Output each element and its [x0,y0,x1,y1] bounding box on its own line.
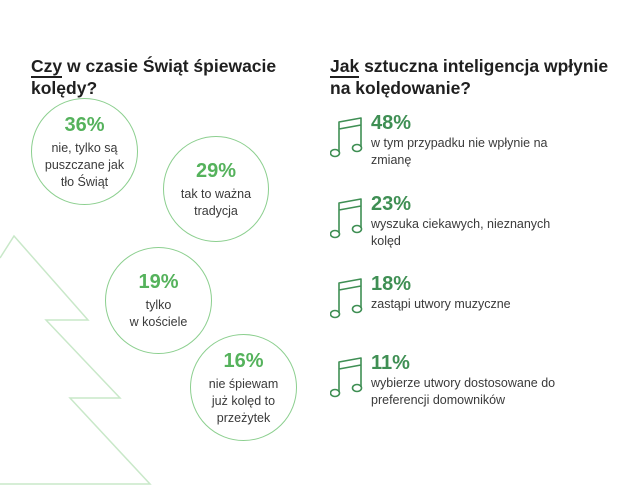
left-question-first-word: Czy [31,56,63,78]
stat-percent: 18% [371,273,412,295]
stat-label: wybierze utwory dostosowane do preferenc… [371,376,556,407]
music-note-icon [330,357,363,398]
answer-percent: 19% [138,271,179,293]
answer-label: nie, tylko są puszczane jak tło Świąt [44,140,125,189]
music-note-icon [330,117,363,158]
answer-circle: 29% tak to ważna tradycja [163,136,269,242]
stat-label: w tym przypadku nie wpłynie na zmianę [371,136,548,167]
answer-label: tak to ważna tradycja [180,186,252,218]
stat-item: 18% zastąpi utwory muzyczne [330,273,600,333]
answer-percent: 36% [64,113,105,136]
right-question-first-word: Jak [330,56,360,78]
answer-percent: 16% [223,349,264,372]
stat-percent: 48% [371,112,412,134]
stat-item: 48% w tym przypadku nie wpłynie na zmian… [330,112,600,172]
answer-label: nie śpiewam już kolęd to przeżytek [208,376,279,425]
music-note-icon [330,198,363,239]
answer-circle: 16% nie śpiewam już kolęd to przeżytek [190,334,297,441]
right-question-text: sztuczna inteligencja wpłynie na kolędow… [330,56,609,98]
answer-label: tylko w kościele [129,298,188,329]
stat-percent: 23% [371,193,412,215]
stat-item: 11% wybierze utwory dostosowane do prefe… [330,352,600,412]
stat-label: zastąpi utwory muzyczne [371,297,511,311]
answer-percent: 29% [195,159,237,182]
answer-circle: 36% nie, tylko są puszczane jak tło Świą… [31,98,138,205]
stat-percent: 11% [371,352,410,374]
stat-item: 23% wyszuka ciekawych, nieznanych kolęd [330,193,600,253]
left-question-heading: Czy w czasie Świąt śpiewacie kolędy? [31,55,306,99]
answer-circle: 19% tylko w kościele [105,247,212,354]
right-question-heading: Jak sztuczna inteligencja wpłynie na kol… [330,55,610,99]
stat-label: wyszuka ciekawych, nieznanych kolęd [371,217,551,248]
music-note-icon [330,278,363,319]
left-question-text: w czasie Świąt śpiewacie kolędy? [31,56,277,98]
